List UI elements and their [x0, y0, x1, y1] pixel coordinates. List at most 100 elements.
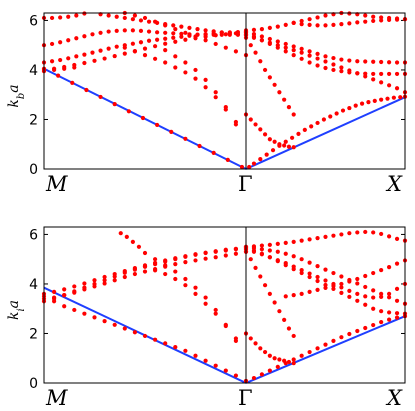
bottom-band-point: [258, 346, 263, 351]
bottom-band-point: [307, 237, 312, 242]
bottom-band-point: [112, 322, 117, 327]
bottom-band-point: [259, 243, 264, 248]
bottom-band-point: [213, 249, 218, 254]
top-band-point: [183, 70, 188, 75]
top-band-point: [211, 150, 216, 156]
top-band-point: [371, 59, 376, 64]
bottom-band-point: [183, 283, 188, 288]
bottom-band-point: [173, 344, 178, 350]
top-band-point: [394, 60, 400, 65]
bottom-ylabel: kia: [6, 300, 27, 320]
bottom-band-point: [379, 294, 384, 299]
bottom-band-point: [223, 323, 228, 329]
bottom-band-point: [213, 255, 218, 260]
bottom-band-point: [163, 341, 168, 346]
top-band-point: [49, 15, 55, 21]
top-band-point: [309, 124, 314, 129]
top-band-point: [171, 31, 176, 36]
bottom-band-point: [142, 264, 148, 269]
top-band-point: [98, 94, 103, 100]
top-band-point: [371, 14, 376, 19]
top-sound-line-2: [245, 96, 406, 170]
bottom-band-point: [323, 234, 328, 240]
bottom-xlabel-gamma: Γ: [238, 386, 253, 410]
bottom-band-point: [130, 239, 135, 244]
bottom-band-point: [339, 335, 344, 340]
top-band-point: [323, 54, 328, 59]
top-band-point: [223, 45, 228, 50]
bottom-band-point: [213, 311, 218, 316]
top-band-point: [82, 60, 87, 66]
top-band-point: [331, 22, 336, 27]
bottom-band-point: [394, 298, 400, 303]
bottom-band-point: [118, 231, 123, 236]
bottom-band-point: [259, 372, 264, 377]
bottom-band-point: [299, 270, 304, 276]
bottom-band-point: [307, 289, 312, 294]
top-band-point: [114, 28, 119, 33]
top-band-point: [286, 144, 292, 149]
bottom-band-point: [262, 283, 268, 288]
bottom-band-point: [142, 250, 148, 256]
top-panel: kba 0 2 4 6 M Γ X: [6, 10, 408, 196]
top-band-point: [142, 46, 148, 51]
top-band-point: [307, 49, 312, 54]
top-band-point: [163, 41, 168, 46]
bottom-band-point: [102, 278, 107, 283]
bottom-band-point: [203, 250, 208, 255]
top-band-point: [379, 59, 384, 65]
top-xlabel-x: X: [385, 172, 403, 196]
bottom-band-point: [387, 265, 392, 270]
top-ylabel: kba: [6, 84, 27, 107]
top-band-point: [270, 148, 276, 153]
bottom-band-point: [153, 257, 158, 262]
top-band-point: [283, 45, 288, 50]
bottom-band-point: [323, 267, 328, 272]
bottom-band-point: [355, 328, 360, 334]
top-band-point: [146, 29, 152, 34]
top-band-point: [193, 76, 198, 81]
bottom-band-point: [173, 256, 178, 261]
top-band-point: [183, 136, 188, 141]
top-band-point: [291, 52, 296, 58]
bottom-band-point: [267, 368, 272, 373]
top-band-point: [315, 63, 320, 68]
bottom-band-point: [132, 266, 137, 271]
bottom-band-point: [183, 260, 188, 265]
top-band-point: [267, 40, 272, 45]
bottom-ytick-label: 2: [29, 326, 38, 342]
top-band-point: [126, 109, 131, 114]
bottom-band-point: [82, 281, 87, 286]
top-band-point: [56, 73, 61, 78]
bottom-band-point: [72, 307, 77, 313]
top-band-point: [203, 34, 208, 39]
top-xlabel-m: M: [45, 172, 68, 196]
bottom-band-point: [339, 290, 344, 295]
top-band-point: [92, 58, 97, 63]
bottom-band-point: [315, 287, 320, 292]
top-band-point: [183, 60, 188, 65]
bottom-band-point: [275, 249, 280, 254]
top-band-point: [98, 30, 103, 35]
top-band-point: [106, 29, 111, 34]
bottom-band-point: [339, 281, 344, 287]
top-band-point: [347, 21, 352, 26]
top-band-point: [315, 23, 320, 28]
top-band-point: [379, 97, 384, 102]
top-band-point: [387, 17, 392, 23]
bottom-band-point: [203, 358, 208, 363]
top-ytick-label: 0: [29, 162, 38, 178]
top-band-point: [130, 28, 135, 33]
bottom-sound-line-2: [245, 315, 406, 384]
bottom-band-point: [315, 236, 320, 241]
top-band-point: [58, 57, 63, 63]
bottom-band-point: [153, 260, 158, 266]
bottom-band-point: [283, 294, 288, 299]
top-band-point: [315, 15, 320, 20]
top-band-point: [291, 145, 296, 150]
bottom-band-point: [102, 318, 107, 324]
bottom-band-point: [363, 284, 368, 290]
bottom-band-point: [272, 356, 277, 361]
top-band-point: [339, 57, 344, 62]
top-band-point: [355, 59, 360, 64]
